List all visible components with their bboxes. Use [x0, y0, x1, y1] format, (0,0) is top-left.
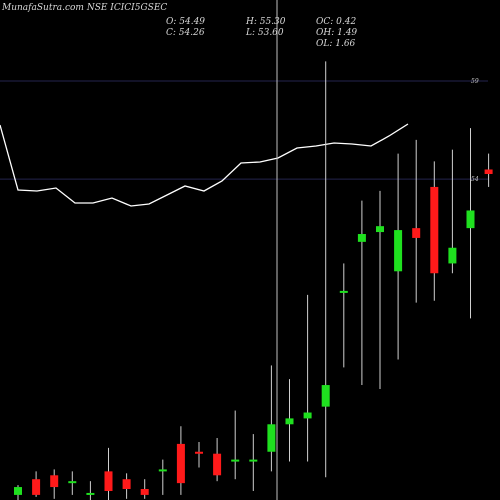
candle-body-up	[394, 230, 403, 272]
candle-body-up	[376, 226, 384, 233]
candle-body-down	[484, 169, 493, 174]
candle-body-up	[339, 290, 348, 293]
chart-title: MunafaSutra.com NSE ICICI5GSEC	[2, 3, 168, 13]
candle-body-up	[285, 418, 294, 425]
candle-body-down	[195, 451, 203, 454]
candle-body-down	[104, 471, 113, 491]
candle-body-down	[50, 475, 59, 488]
candle-body-up	[158, 469, 167, 472]
low-value: L: 53.60	[246, 28, 284, 38]
candle-body-down	[213, 453, 222, 476]
candle-body-up	[86, 492, 95, 495]
oc-value: OC: 0.42	[316, 17, 357, 27]
candle-body-up	[357, 234, 366, 242]
candle-body-up	[68, 481, 77, 484]
candle-body-up	[249, 459, 258, 462]
candle-body-up	[267, 424, 276, 452]
candle-body-up	[466, 210, 475, 229]
oh-value: OH: 1.49	[316, 28, 358, 38]
candle-body-up	[303, 412, 312, 419]
candle-body-up	[321, 385, 330, 407]
close-value: C: 54.26	[166, 28, 205, 38]
candle-body-up	[231, 459, 240, 462]
candle-body-up	[14, 487, 22, 495]
candle-body-down	[430, 186, 439, 274]
candle-body-down	[140, 489, 149, 495]
ol-value: OL: 1.66	[316, 39, 356, 49]
candles	[14, 61, 493, 500]
grid-lines	[0, 80, 488, 180]
y-tick-label: 59	[471, 78, 479, 85]
line-overlay	[0, 123, 409, 207]
candle-body-down	[412, 228, 421, 238]
candle-body-down	[176, 443, 185, 484]
y-axis-labels: 59 54	[471, 78, 479, 183]
candle-body-down	[32, 479, 41, 495]
candle-body-up	[448, 247, 457, 264]
high-value: H: 55.30	[246, 17, 286, 27]
y-tick-label: 54	[471, 176, 479, 183]
candle-body-down	[122, 479, 131, 490]
open-value: O: 54.49	[166, 17, 206, 27]
line-series	[0, 123, 409, 207]
